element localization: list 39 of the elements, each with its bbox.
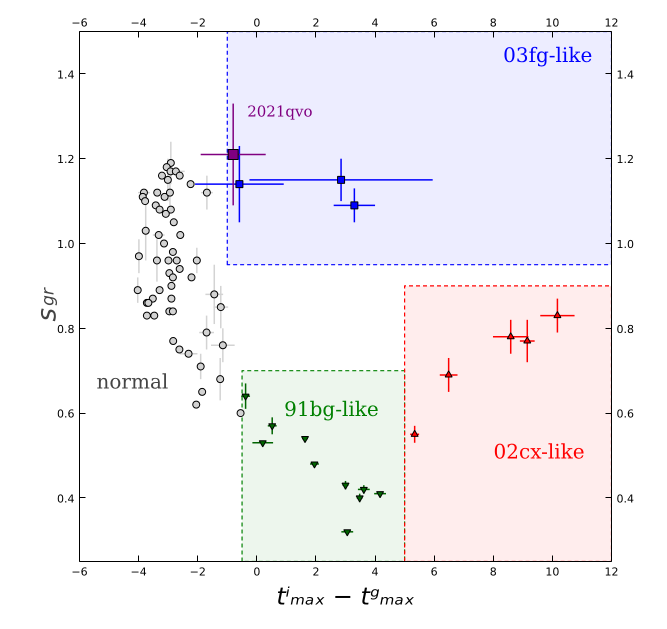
y2-tick-label: 1.0 <box>616 238 634 251</box>
x2-tick-label: −6 <box>71 566 88 578</box>
x2-tick-label: 8 <box>490 566 497 578</box>
x2-tick-label: 0 <box>253 566 260 578</box>
x2-tick-label: 10 <box>545 566 560 578</box>
y2-tick-label: 1.2 <box>616 153 634 166</box>
x2-tick-label: 4 <box>372 566 379 578</box>
series-label: 91bg-like <box>284 396 379 421</box>
x-axis-title: tⁱₘₐₓ − tᵍₘₐₓ <box>276 582 415 610</box>
x-tick-label: 6 <box>430 16 438 30</box>
x-tick-label: −4 <box>130 16 147 30</box>
series-label: 02cx-like <box>494 439 585 464</box>
x2-tick-label: −2 <box>190 566 206 578</box>
y-tick-label: 1.4 <box>57 68 75 82</box>
y2-tick-label: 0.8 <box>616 322 634 336</box>
x2-tick-label: 2 <box>312 566 320 578</box>
x-tick-label: 8 <box>490 16 497 30</box>
y-axis-title: sgr <box>32 287 62 322</box>
x-tick-label: 10 <box>545 16 560 30</box>
y2-tick-label: 0.4 <box>616 492 634 506</box>
x2-tick-label: 12 <box>604 566 618 578</box>
annotation: normal <box>96 370 168 394</box>
x-tick-label: 12 <box>604 16 618 30</box>
y-tick-label: 0.6 <box>57 408 75 421</box>
y-tick-label: 1.2 <box>57 153 75 166</box>
x-tick-label: 2 <box>312 16 320 30</box>
y-tick-label: 1.0 <box>57 238 75 251</box>
x2-tick-label: −4 <box>130 566 147 578</box>
y-tick-label: 0.4 <box>57 492 75 506</box>
x2-tick-label: 6 <box>430 566 438 578</box>
text: 2021qvo <box>247 102 312 120</box>
x-tick-label: 4 <box>372 16 379 30</box>
series-label: 03fg-like <box>503 42 592 67</box>
y-tick-label: 0.8 <box>57 322 75 336</box>
x-tick-label: −2 <box>190 16 206 30</box>
y2-tick-label: 1.4 <box>616 68 634 82</box>
x-tick-label: 0 <box>253 16 260 30</box>
x-tick-label: −6 <box>71 16 88 30</box>
y2-tick-label: 0.6 <box>616 408 634 421</box>
